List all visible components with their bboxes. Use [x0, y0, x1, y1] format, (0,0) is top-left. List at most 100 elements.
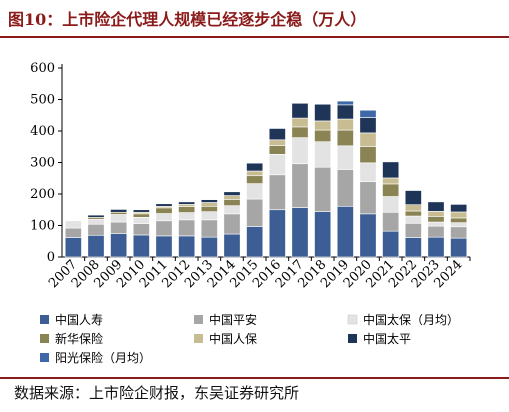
- bar-segment: [291, 117, 309, 128]
- bar-segment: [155, 220, 173, 237]
- bar-segment: [359, 146, 377, 164]
- legend-swatch: [40, 334, 49, 343]
- bar-segment: [178, 235, 196, 258]
- bar-segment: [404, 190, 422, 206]
- legend-swatch: [348, 334, 357, 343]
- legend-label: 中国人保: [209, 331, 257, 346]
- bar-segment: [314, 166, 332, 212]
- bar-segment: [359, 132, 377, 147]
- bar-segment: [87, 223, 105, 236]
- bar-segment: [223, 213, 241, 235]
- bar-segment: [291, 102, 309, 119]
- bar-segment: [268, 154, 286, 176]
- bar-segment: [110, 233, 128, 258]
- bar-segment: [155, 235, 173, 258]
- bar-segment: [223, 191, 241, 196]
- title-divider: [0, 36, 509, 38]
- legend-swatch: [40, 315, 49, 324]
- bar-segment: [223, 195, 241, 200]
- bar-segment: [64, 237, 82, 258]
- bar-segment: [132, 209, 150, 213]
- bar-segment: [404, 204, 422, 212]
- bar-segment: [382, 230, 400, 258]
- bar-segment: [178, 201, 196, 205]
- bar-segment: [200, 199, 218, 203]
- bar-segment: [359, 162, 377, 183]
- y-tick-label: 500: [30, 93, 55, 108]
- bar-segment: [291, 137, 309, 165]
- bar-segment: [291, 207, 309, 258]
- bar-segment: [427, 211, 445, 217]
- bar-segment: [314, 129, 332, 143]
- bar-segment: [450, 211, 468, 219]
- bar-segment: [132, 223, 150, 236]
- bar-segment: [336, 145, 354, 170]
- bar-segment: [291, 126, 309, 138]
- bar-segment: [336, 169, 354, 207]
- bar-segment: [336, 104, 354, 120]
- bar-segment: [359, 109, 377, 118]
- bar-segment: [64, 227, 82, 238]
- bar-segment: [178, 206, 196, 213]
- y-tick-label: 100: [30, 219, 55, 234]
- bar-segment: [314, 103, 332, 122]
- legend-swatch: [194, 315, 203, 324]
- bar-segment: [427, 216, 445, 223]
- bar-segment: [178, 204, 196, 207]
- bar-segment: [427, 201, 445, 212]
- bar-segment: [223, 233, 241, 258]
- bar-segment: [246, 226, 264, 258]
- bar-segment: [246, 170, 264, 177]
- bar-segment: [382, 177, 400, 185]
- bar-segment: [155, 203, 173, 207]
- bar-segment: [246, 183, 264, 200]
- bar-segment: [132, 234, 150, 258]
- bar-segment: [291, 163, 309, 208]
- bar-segment: [359, 181, 377, 215]
- source-note: 数据来源：上市险企财报，东吴证券研究所: [14, 384, 300, 402]
- bar-segment: [110, 214, 128, 223]
- figure-title: 图10：上市险企代理人规模已经逐步企稳（万人）: [8, 10, 367, 29]
- bar-segment: [155, 207, 173, 214]
- bar-segment: [110, 211, 128, 215]
- bar-segment: [246, 162, 264, 172]
- y-tick-label: 300: [30, 156, 55, 171]
- bar-segment: [382, 161, 400, 179]
- bar-segment: [132, 217, 150, 224]
- bar-segment: [246, 198, 264, 227]
- bar-segment: [427, 221, 445, 227]
- bar-segment: [87, 234, 105, 258]
- bar-segment: [382, 183, 400, 197]
- bar-segment: [314, 211, 332, 258]
- y-tick-label: 0: [47, 250, 55, 265]
- bar-segment: [155, 213, 173, 222]
- bar-segment: [110, 221, 128, 234]
- bar-segment: [200, 202, 218, 207]
- bar-segment: [404, 215, 422, 224]
- bar-segment: [427, 236, 445, 258]
- bar-segment: [336, 129, 354, 147]
- legend-label: 中国太保（月均）: [363, 312, 459, 327]
- bar-segment: [132, 213, 150, 218]
- bar-segment: [200, 205, 218, 212]
- bar-segment: [382, 196, 400, 213]
- bar-segment: [382, 211, 400, 232]
- legend-swatch: [194, 334, 203, 343]
- bar-segment: [359, 117, 377, 134]
- bar-segment: [64, 220, 82, 229]
- bar-segment: [404, 222, 422, 238]
- bar-segment: [87, 214, 105, 218]
- bar-segment: [200, 211, 218, 221]
- bar-segment: [450, 217, 468, 223]
- bar-segment: [268, 174, 286, 211]
- bar-segment: [268, 209, 286, 258]
- bar-segment: [450, 237, 468, 258]
- bar-segment: [178, 219, 196, 237]
- figure-header: 图10：上市险企代理人规模已经逐步企稳（万人）: [0, 0, 509, 34]
- bar-segment: [268, 145, 286, 155]
- bar-segment: [450, 204, 468, 213]
- bar-segment: [450, 226, 468, 239]
- source-divider: [0, 377, 509, 379]
- bar-segment: [200, 219, 218, 238]
- bar-segment: [336, 205, 354, 258]
